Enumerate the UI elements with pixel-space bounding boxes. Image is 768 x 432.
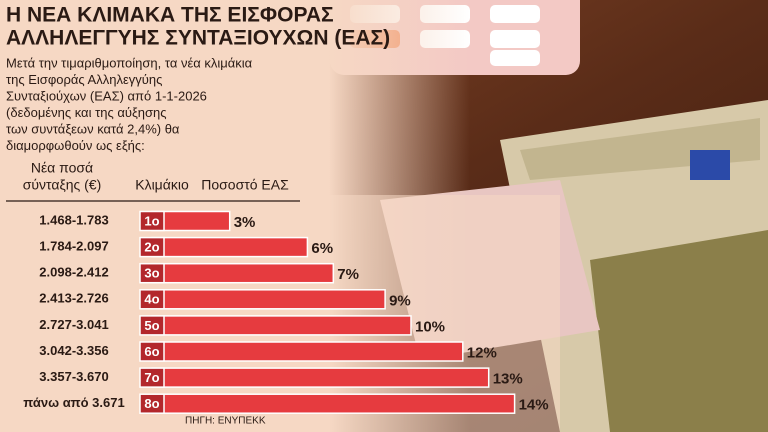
- bar: [151, 341, 464, 362]
- value-label: 12%: [467, 344, 497, 361]
- value-label: 10%: [415, 318, 445, 335]
- chart-title: Η ΝΕΑ ΚΛΙΜΑΚΑ ΤΗΣ ΕΙΣΦΟΡΑΣ: [6, 4, 334, 27]
- tier-box: [139, 210, 165, 232]
- tier-label: 1ο: [144, 213, 159, 228]
- column-header: Ποσοστό ΕΑΣ: [201, 177, 289, 193]
- subtitle: της Εισφοράς Αλληλεγγύης: [6, 72, 162, 87]
- category-label: 3.042-3.356: [39, 343, 108, 358]
- tier-label: 6ο: [144, 344, 159, 359]
- category-label: 1.468-1.783: [39, 212, 108, 227]
- tier-label: 8ο: [144, 396, 159, 411]
- category-label: 3.357-3.670: [39, 369, 108, 384]
- chart-title: ΑΛΛΗΛΕΓΓΥΗΣ ΣΥΝΤΑΞΙΟΥΧΩΝ (ΕΑΣ): [6, 27, 390, 50]
- tier-box: [139, 393, 165, 414]
- category-label: πάνω από 3.671: [23, 395, 124, 410]
- bar: [151, 236, 309, 258]
- tier-box: [139, 236, 165, 258]
- tier-box: [139, 315, 165, 336]
- tier-box: [139, 341, 165, 362]
- value-label: 3%: [234, 214, 256, 231]
- category-label: 2.413-2.726: [39, 291, 108, 306]
- column-header: Νέα ποσά: [31, 160, 93, 176]
- bar: [151, 315, 412, 336]
- column-header: σύνταξης (€): [23, 177, 102, 193]
- column-header: Κλιμάκιο: [135, 177, 189, 193]
- tier-box: [139, 289, 165, 310]
- tier-label: 7ο: [144, 370, 159, 385]
- subtitle: των συντάξεων κατά 2,4%) θα: [6, 121, 180, 136]
- bar: [151, 262, 335, 284]
- subtitle: (δεδομένης και της αύξησης: [6, 105, 167, 120]
- category-label: 1.784-2.097: [39, 239, 108, 254]
- subtitle: Μετά την τιμαριθμοποίηση, τα νέα κλιμάκι…: [6, 55, 253, 70]
- tier-label: 5ο: [144, 318, 159, 333]
- source: ΠΗΓΗ: ΕΝΥΠΕΚΚ: [185, 416, 266, 427]
- value-label: 13%: [493, 371, 523, 388]
- subtitle: Συνταξιούχων (ΕΑΣ) από 1-1-2026: [6, 88, 207, 103]
- tier-box: [139, 367, 165, 388]
- value-label: 14%: [519, 397, 549, 414]
- category-label: 2.727-3.041: [39, 317, 108, 332]
- tier-box: [139, 262, 165, 284]
- tier-label: 3ο: [144, 266, 159, 281]
- tier-label: 2ο: [144, 240, 159, 255]
- bar: [151, 289, 386, 310]
- value-label: 7%: [337, 266, 359, 283]
- category-label: 2.098-2.412: [39, 265, 108, 280]
- chart-panel: [0, 195, 560, 432]
- bar: [151, 367, 490, 388]
- subtitle: διαμορφωθούν ως εξής:: [6, 138, 145, 153]
- value-label: 9%: [389, 292, 411, 309]
- bar: [151, 393, 516, 414]
- value-label: 6%: [311, 240, 333, 257]
- tier-label: 4ο: [144, 292, 159, 307]
